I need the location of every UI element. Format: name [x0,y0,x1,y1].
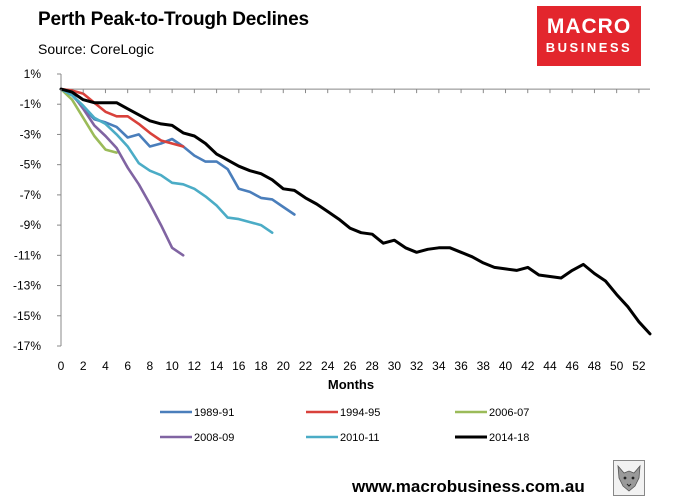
logo-line-1: MACRO [546,15,632,38]
x-tick-label: 48 [588,359,602,373]
x-tick-label: 0 [58,359,65,373]
series-lines [59,87,652,336]
chart-source: Source: CoreLogic [38,41,154,57]
legend-label: 1989-91 [194,407,234,419]
x-tick-label: 12 [188,359,202,373]
legend-label: 2010-11 [340,432,380,444]
logo-line-2: BUSINESS [545,40,633,55]
x-tick-label: 44 [543,359,557,373]
y-tick-label: -17% [13,339,41,353]
x-tick-label: 34 [432,359,446,373]
x-tick-label: 30 [388,359,402,373]
y-tick-label: -9% [20,218,42,232]
axis-ticks: 1%-1%-3%-5%-7%-9%-11%-13%-15%-17%0 2 4 6 8 10… [13,67,646,373]
x-axis-label: Months [328,377,374,392]
macrobusiness-logo: MACRO BUSINESS [537,6,641,66]
x-tick-label: 32 [410,359,424,373]
wolf-icon [613,460,645,496]
legend-label: 2006-07 [489,407,529,419]
x-tick-label: 6 [124,359,131,373]
y-tick-label: -1% [20,97,42,111]
x-tick-label: 18 [254,359,268,373]
legend-label: 2014-18 [489,432,529,444]
y-tick-label: -5% [20,158,42,172]
x-tick-label: 4 [102,359,109,373]
x-tick-label: 26 [343,359,357,373]
series-line-1989-91 [59,87,296,216]
series-line-2014-18 [59,87,652,336]
x-tick-label: 42 [521,359,535,373]
x-tick-label: 38 [477,359,491,373]
y-tick-label: -15% [13,309,41,323]
chart-axes [60,74,650,346]
y-tick-label: -7% [20,188,42,202]
legend: 1989-91 1994-95 2006-07 2008-09 2010-11 2014-… [160,407,529,444]
x-tick-label: 52 [632,359,646,373]
x-tick-label: 8 [147,359,154,373]
y-tick-label: -13% [13,279,41,293]
x-tick-label: 2 [80,359,87,373]
x-tick-label: 20 [277,359,291,373]
series-line-2010-11 [59,87,274,234]
legend-label: 2008-09 [194,432,234,444]
x-tick-label: 36 [454,359,468,373]
footer-url: www.macrobusiness.com.au [352,477,585,496]
y-tick-label: -11% [14,248,41,262]
y-tick-label: -3% [20,127,42,141]
series-line-2006-07 [59,87,118,154]
chart-title: Perth Peak-to-Trough Declines [38,9,309,30]
x-tick-label: 16 [232,359,246,373]
series-line-1994-95 [59,87,185,148]
y-tick-label: 1% [24,67,42,81]
x-tick-label: 10 [165,359,179,373]
x-tick-label: 22 [299,359,313,373]
series-line-2008-09 [59,87,185,257]
x-tick-label: 40 [499,359,513,373]
x-tick-label: 14 [210,359,224,373]
legend-label: 1994-95 [340,407,380,419]
x-tick-label: 24 [321,359,335,373]
x-tick-label: 28 [365,359,379,373]
x-tick-label: 46 [566,359,580,373]
x-tick-label: 50 [610,359,624,373]
